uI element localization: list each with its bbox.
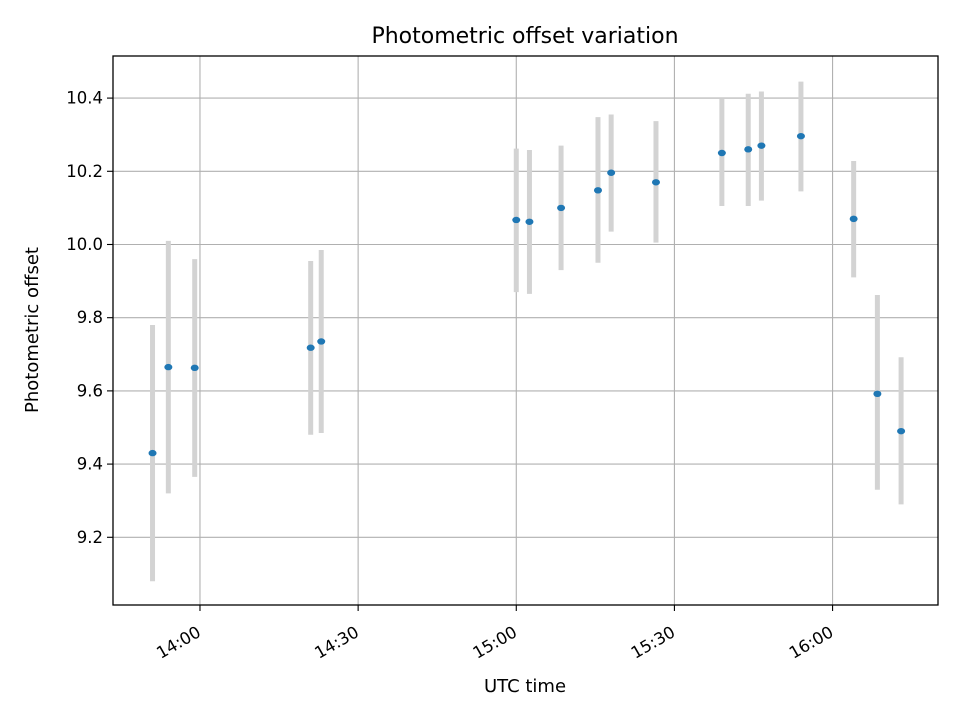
- data-point: [557, 204, 566, 212]
- y-tick-label: 9.2: [77, 528, 103, 547]
- y-tick-label: 10.0: [66, 235, 103, 254]
- data-point: [744, 146, 753, 153]
- data-point: [164, 363, 173, 371]
- chart-title: Photometric offset variation: [371, 24, 678, 49]
- y-axis-label: Photometric offset: [22, 247, 43, 413]
- data-point: [525, 218, 534, 225]
- y-tick-label: 9.8: [77, 308, 103, 327]
- y-axis-ticks: 9.2 9.4 9.6 9.8 10.0 10.2 10.4: [66, 89, 113, 547]
- data-point: [607, 169, 616, 176]
- data-point: [849, 215, 858, 223]
- data-point: [317, 338, 326, 345]
- data-point: [306, 344, 315, 351]
- y-tick-label: 9.4: [77, 455, 103, 474]
- data-point: [873, 390, 882, 398]
- data-point: [651, 179, 660, 186]
- grid-lines: [113, 56, 938, 605]
- y-tick-label: 9.6: [77, 381, 103, 400]
- data-point: [148, 449, 157, 457]
- data-point: [190, 364, 199, 372]
- y-tick-label: 10.2: [66, 162, 103, 181]
- data-point: [593, 187, 602, 194]
- data-point: [796, 132, 805, 140]
- y-tick-label: 10.4: [66, 89, 103, 108]
- data-point: [717, 149, 726, 157]
- data-point: [757, 142, 766, 149]
- data-point: [897, 427, 906, 435]
- plot-area-frame: [112, 55, 939, 606]
- x-axis-label: UTC time: [484, 676, 566, 697]
- data-points: [148, 132, 906, 457]
- data-point: [512, 216, 521, 224]
